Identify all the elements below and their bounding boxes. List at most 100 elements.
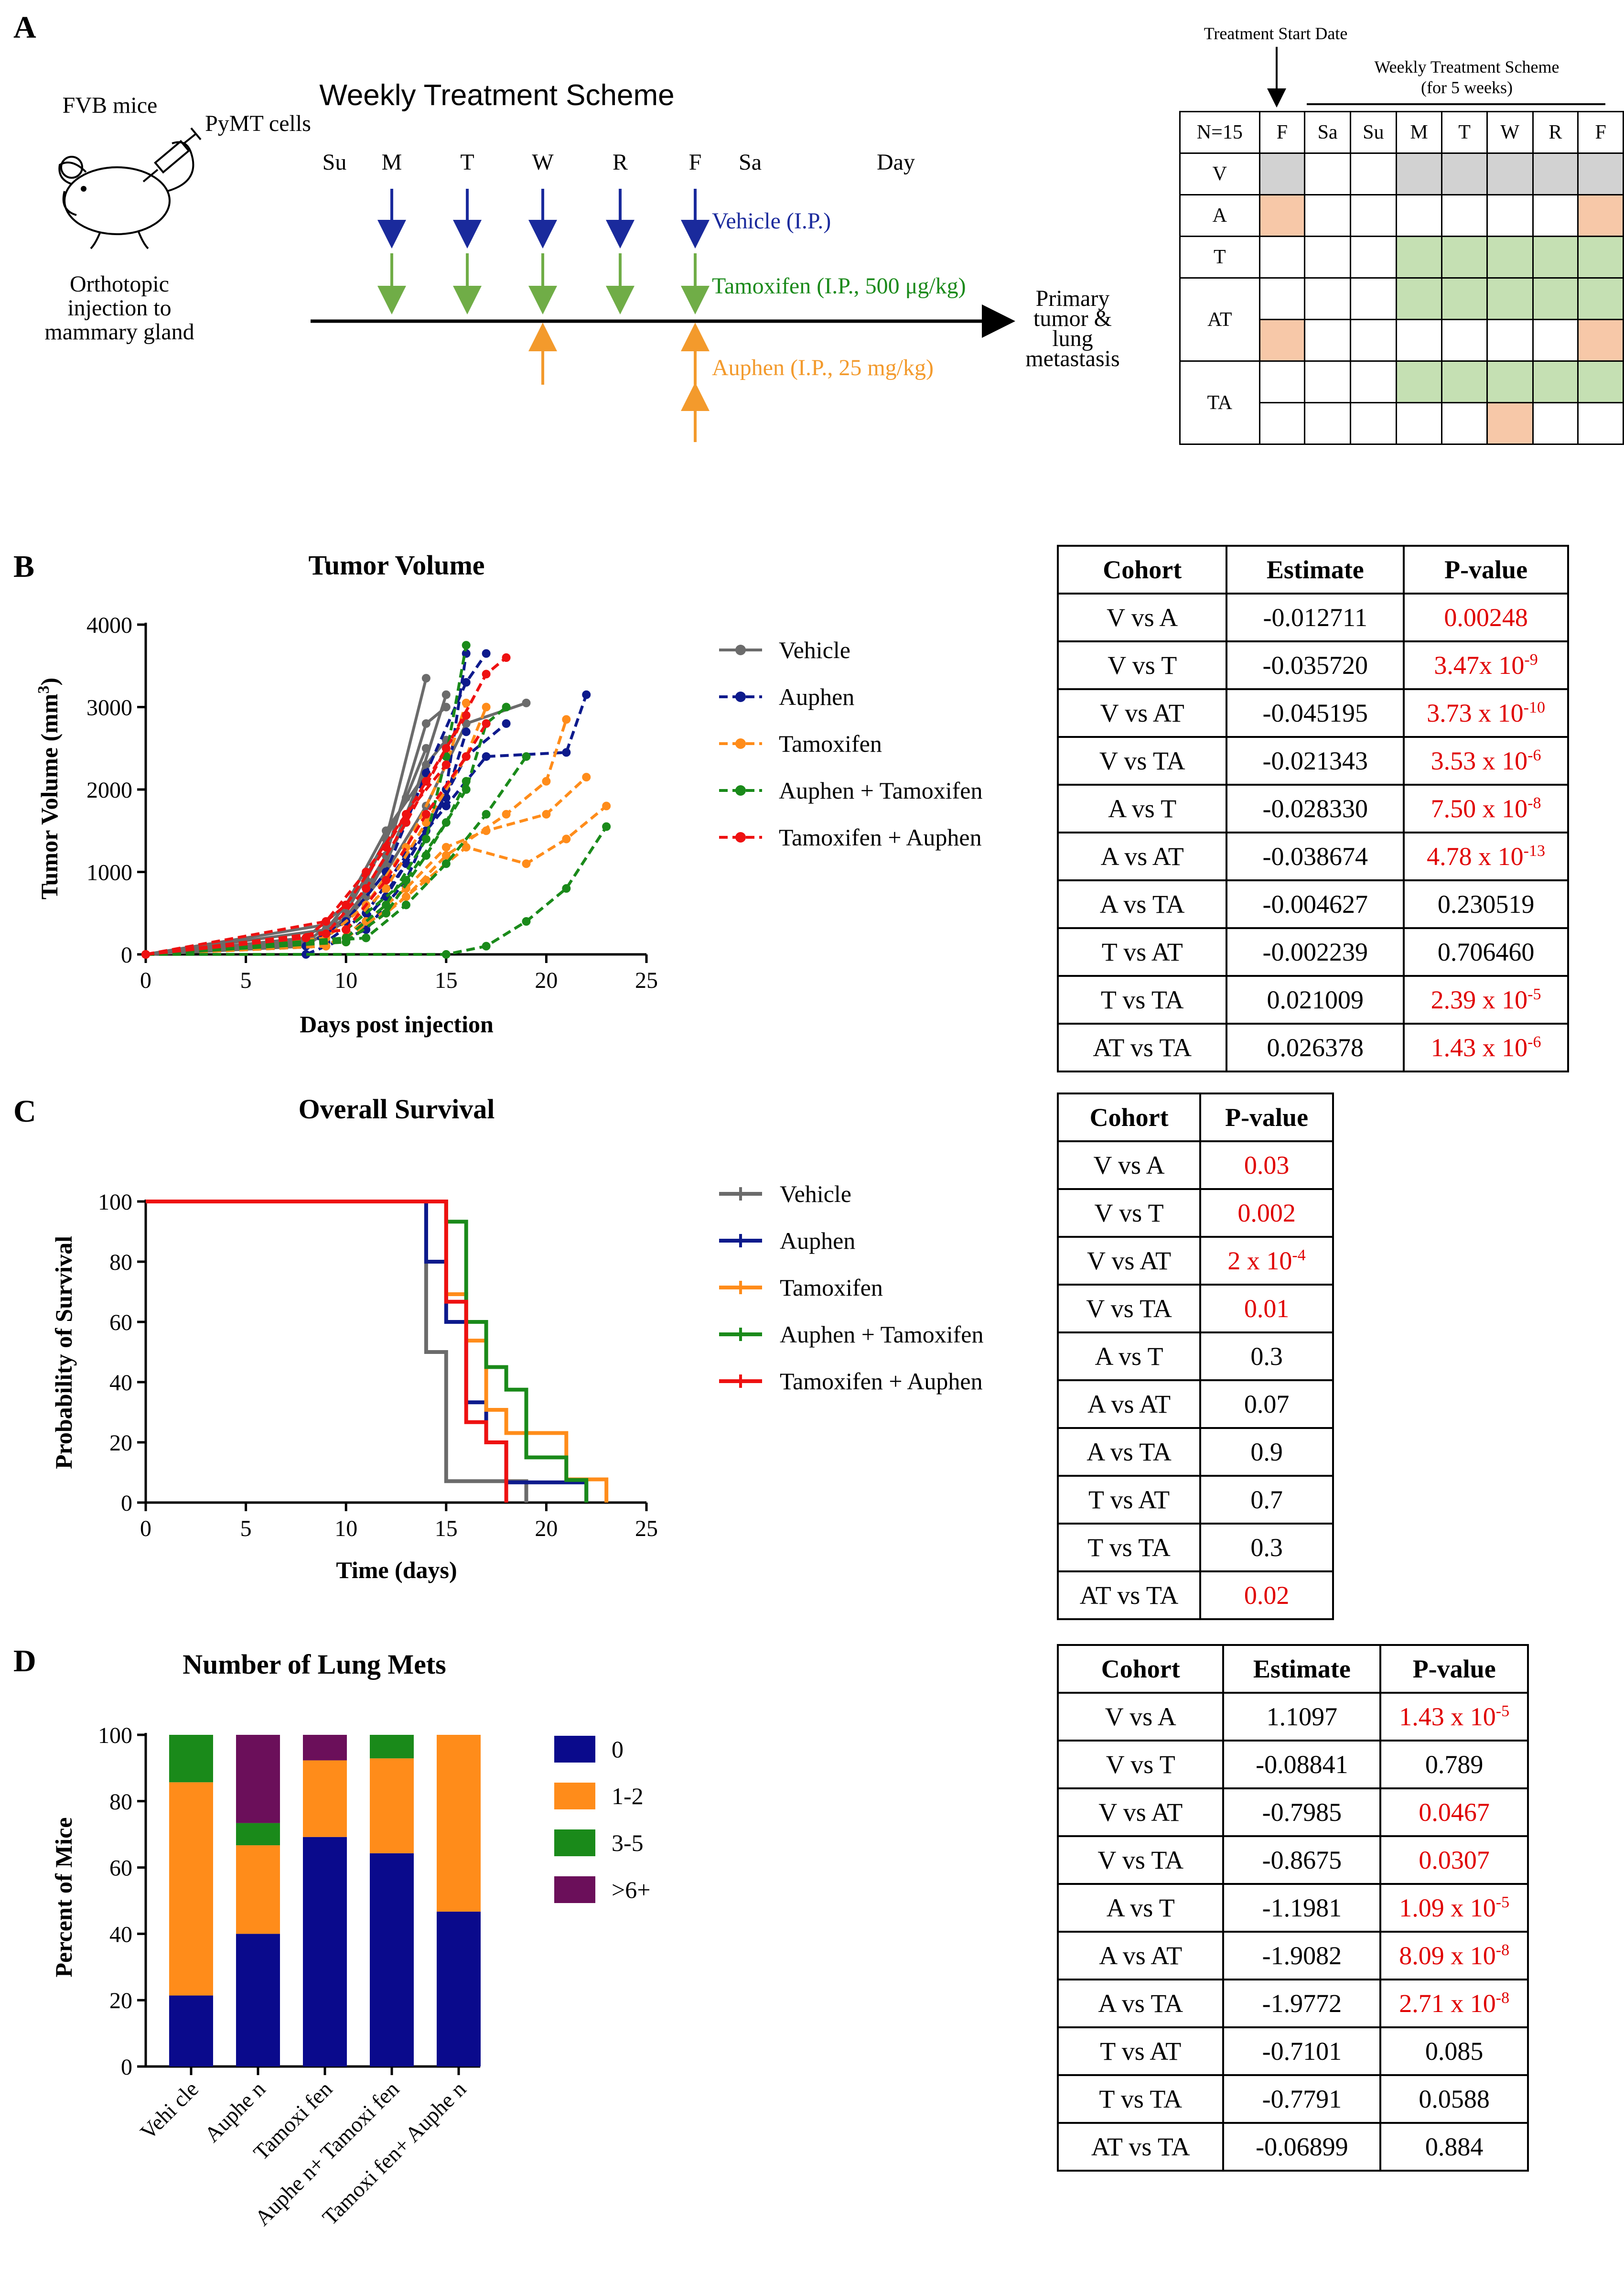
p-value: 0.9 xyxy=(1250,1438,1283,1466)
table-row: A vs TA 0.9 xyxy=(1056,1427,1334,1477)
bar-segment-6-1 xyxy=(236,1735,280,1823)
schedule-cell xyxy=(1395,236,1443,279)
x-tick-label: 10 xyxy=(334,1516,357,1541)
panel-letter-b: B xyxy=(13,549,35,584)
survival-curve-vehicle xyxy=(146,1200,528,1503)
estimate-cell: -0.004627 xyxy=(1226,879,1405,929)
p-value: 3.53 x 10 xyxy=(1430,747,1528,775)
p-value: 2.39 x 10 xyxy=(1430,985,1528,1014)
data-point xyxy=(401,810,410,819)
p-value-cell: 0.884 xyxy=(1379,2122,1529,2172)
p-value: 0.0307 xyxy=(1419,1846,1490,1874)
data-point xyxy=(542,810,551,819)
schedule-cell xyxy=(1395,277,1443,320)
legend-label: Tamoxifen xyxy=(780,1274,883,1301)
schedule-cell xyxy=(1258,152,1306,195)
data-point xyxy=(382,876,391,885)
p-value-cell: 1.43 x 10-6 xyxy=(1403,1023,1569,1072)
data-point xyxy=(582,773,591,782)
vehicle-label: Vehicle (I.P.) xyxy=(712,208,831,234)
estimate-cell: -1.1981 xyxy=(1222,1883,1382,1933)
tumor-volume-chart: Tumor Volume 0 1000 2000 3000 4000 0 5 10 15 20 25 D… xyxy=(35,550,982,1038)
data-point xyxy=(362,884,371,893)
schedule-cell xyxy=(1258,402,1306,445)
p-value: 0.706460 xyxy=(1437,938,1535,966)
table-row: A vs T -1.1981 1.09 x 10-5 xyxy=(1056,1883,1529,1933)
series-line-auphentamoxifen xyxy=(146,825,608,956)
schedule-cell xyxy=(1258,277,1306,320)
table-row: T vs AT 0.7 xyxy=(1056,1475,1334,1525)
p-value-cell: 0.085 xyxy=(1379,2026,1529,2076)
table-c-header: Cohort xyxy=(1056,1093,1202,1142)
p-value: 0.230519 xyxy=(1437,890,1535,919)
legend-label: Auphen xyxy=(780,1227,855,1254)
y-tick-label: 100 xyxy=(98,1723,132,1748)
data-point xyxy=(382,826,391,835)
y-tick-label: 20 xyxy=(109,1430,132,1456)
schedule-cell xyxy=(1349,319,1397,362)
table-row: AT vs TA 0.026378 1.43 x 10-6 xyxy=(1056,1023,1569,1072)
data-point xyxy=(441,859,451,868)
y-tick-label: 60 xyxy=(109,1856,132,1881)
schedule-cell xyxy=(1441,319,1488,362)
table-d-header: P-value xyxy=(1379,1644,1529,1694)
legend-label: 1-2 xyxy=(612,1783,644,1809)
bar-segment-12-3 xyxy=(370,1758,414,1853)
bar-segment-0-3 xyxy=(370,1853,414,2066)
schedule-cell xyxy=(1258,360,1306,403)
series-line-tamoxifen xyxy=(145,706,488,956)
cohort-cell: A vs T xyxy=(1056,1883,1225,1933)
y-tick-label: 80 xyxy=(109,1250,132,1275)
data-point xyxy=(562,748,571,757)
schedule-cell xyxy=(1577,319,1624,362)
schedule-header-cell: M xyxy=(1395,111,1443,154)
survival-curve-tamoxifenauphen xyxy=(146,1200,508,1503)
schedule-header-cell: N=15 xyxy=(1179,111,1260,154)
y-axis-label: Percent of Mice xyxy=(50,1818,77,1978)
cohort-cell: T vs AT xyxy=(1056,1475,1202,1525)
bar-segment-12-2 xyxy=(303,1760,347,1837)
table-row: V vs T -0.08841 0.789 xyxy=(1056,1740,1529,1789)
schedule-cell xyxy=(1532,236,1579,279)
overall-survival-chart: Overall Survival 0 20 40 60 80 100 0 5 10 15 20 25 Ti… xyxy=(50,1093,983,1583)
legend-label: Tamoxifen xyxy=(779,730,882,757)
p-value-cell: 3.53 x 10-6 xyxy=(1403,736,1569,786)
schedule-cell xyxy=(1304,236,1351,279)
data-point xyxy=(462,649,471,658)
p-value: 1.43 x 10 xyxy=(1430,1033,1528,1062)
data-point xyxy=(502,810,511,819)
data-point xyxy=(441,851,451,860)
schedule-cell xyxy=(1486,360,1534,403)
schedule-header-cell: T xyxy=(1441,111,1488,154)
table-row: V vs AT -0.7985 0.0467 xyxy=(1056,1787,1529,1837)
day-r: R xyxy=(613,150,628,175)
x-axis-label: Time (days) xyxy=(336,1557,457,1583)
p-value-cell: 0.706460 xyxy=(1403,927,1569,977)
schedule-cell xyxy=(1577,360,1624,403)
schedule-header-cell: Sa xyxy=(1304,111,1351,154)
panel-a-diagram: FVB mice PyMT cells Orthotopic injection… xyxy=(44,79,1120,442)
data-point xyxy=(522,917,531,926)
p-value-cell: 4.78 x 10-13 xyxy=(1403,832,1569,881)
estimate-cell: -0.028330 xyxy=(1226,784,1405,833)
p-value: 1.43 x 10 xyxy=(1399,1702,1496,1731)
endpoint-line-1: Primary xyxy=(1036,286,1110,311)
table-c-header: P-value xyxy=(1199,1093,1334,1142)
table-row: V vs A 1.1097 1.43 x 10-5 xyxy=(1056,1692,1529,1742)
x-category-label: Vehi cle xyxy=(135,2077,203,2144)
cohort-cell: V vs A xyxy=(1056,1140,1202,1190)
legend-marker xyxy=(735,832,746,843)
legend-swatch xyxy=(554,1876,595,1903)
schedule-row-label: TA xyxy=(1179,360,1260,445)
p-exponent: -9 xyxy=(1524,651,1538,669)
y-tick-label: 40 xyxy=(109,1370,132,1396)
p-value: 8.09 x 10 xyxy=(1399,1941,1496,1970)
legend-label: Tamoxifen + Auphen xyxy=(780,1368,983,1395)
cohort-cell: A vs AT xyxy=(1056,1379,1202,1429)
data-point xyxy=(421,834,430,844)
table-row: V vs A 0.03 xyxy=(1056,1140,1334,1190)
table-row: A vs AT -0.038674 4.78 x 10-13 xyxy=(1056,832,1569,881)
schedule-cell xyxy=(1304,194,1351,237)
data-point xyxy=(462,698,471,707)
legend-label: Auphen + Tamoxifen xyxy=(779,777,982,804)
